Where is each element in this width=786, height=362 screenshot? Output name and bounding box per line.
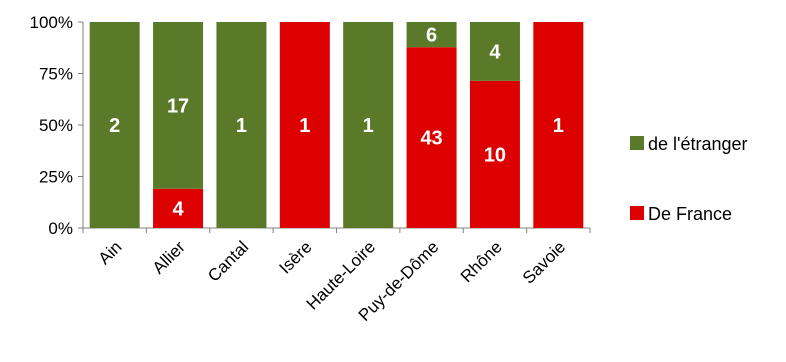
legend-label: de l'étranger — [648, 134, 748, 154]
legend-swatch — [630, 206, 644, 220]
bar-de-l-etranger — [89, 22, 140, 228]
data-label-de-france: 4 — [173, 198, 185, 220]
data-label-de-france: 1 — [299, 115, 310, 137]
data-label-de-l-etranger: 1 — [236, 115, 247, 137]
data-label-de-l-etranger: 4 — [489, 41, 501, 63]
x-category-label: Ain — [95, 237, 126, 268]
x-category-label: Isère — [275, 237, 315, 277]
data-label-de-france: 10 — [484, 144, 506, 166]
bars — [89, 22, 584, 229]
bar-de-l-etranger — [469, 22, 520, 81]
bar-de-france — [406, 47, 457, 229]
y-tick-label: 75% — [39, 65, 73, 84]
bar-de-france — [279, 22, 330, 228]
x-category-label: Savoie — [519, 237, 569, 287]
y-tick-label: 25% — [39, 168, 73, 187]
bar-de-france — [533, 22, 584, 228]
x-category-label: Allier — [149, 237, 189, 277]
bar-de-france — [469, 80, 520, 228]
bar-de-l-etranger — [406, 22, 457, 48]
data-label-de-france: 1 — [553, 115, 564, 137]
data-label-de-l-etranger: 6 — [426, 25, 437, 47]
bar-de-france — [153, 188, 204, 228]
data-labels: 2 4 17 1 1 1 43 6 10 4 1 — [109, 25, 564, 221]
bar-de-l-etranger — [153, 22, 204, 189]
legend-label: De France — [648, 204, 732, 224]
legend: de l'étranger De France — [630, 134, 748, 224]
y-tick-label: 100% — [30, 13, 73, 32]
x-category-label: Cantal — [204, 237, 252, 285]
y-tick-label: 50% — [39, 116, 73, 135]
data-label-de-france: 43 — [420, 128, 442, 150]
data-label-de-l-etranger: 1 — [363, 115, 374, 137]
y-tick-label: 0% — [48, 219, 73, 238]
x-category-label: Rhône — [457, 237, 506, 286]
data-label-de-l-etranger: 17 — [167, 95, 189, 117]
legend-swatch — [630, 136, 644, 150]
bar-de-l-etranger — [216, 22, 267, 228]
data-label-de-l-etranger: 2 — [109, 115, 120, 137]
bar-de-l-etranger — [343, 22, 394, 228]
